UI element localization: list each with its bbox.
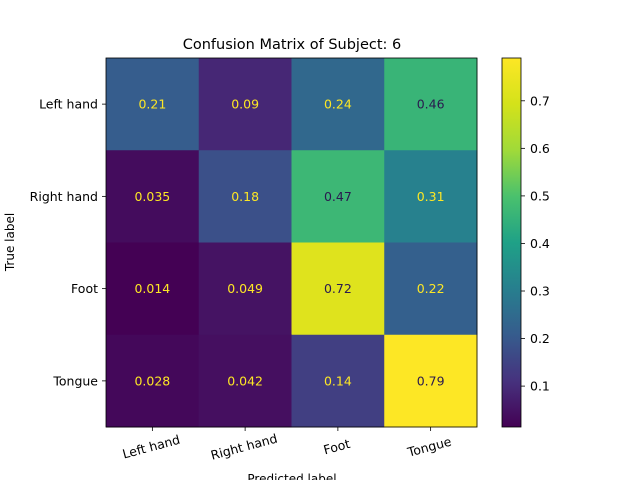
cell-value-label: 0.049 (227, 281, 263, 296)
x-tick-label: Left hand (121, 432, 182, 462)
y-axis-ticks: Left hand Right hand Foot Tongue (30, 97, 106, 388)
cell-value-label: 0.09 (231, 97, 259, 112)
heatmap-cell (291, 334, 385, 428)
colorbar (501, 57, 522, 428)
cell-value-label: 0.72 (324, 281, 352, 296)
heatmap-cell (106, 150, 200, 243)
colorbar-tick-label: 0.5 (530, 188, 550, 203)
heatmap-cells (106, 58, 478, 428)
colorbar-tick-label: 0.2 (530, 331, 550, 346)
heatmap-cell (291, 150, 385, 243)
heatmap-cell (291, 242, 385, 336)
plot-frame (105, 57, 478, 428)
cell-value-label: 0.47 (324, 189, 352, 204)
heatmap-cell (384, 242, 478, 336)
y-tick-label: Foot (71, 281, 98, 296)
cell-value-label: 0.79 (417, 373, 445, 388)
cell-value-label: 0.18 (231, 189, 259, 204)
y-tick-label: Right hand (30, 189, 98, 204)
cell-value-label: 0.24 (324, 97, 352, 112)
x-tick-label: Tongue (405, 434, 453, 460)
heatmap-cell (384, 58, 478, 151)
colorbar-tick-label: 0.1 (530, 379, 550, 394)
heatmap-cell (198, 334, 292, 428)
colorbar-tick-label: 0.4 (530, 236, 550, 251)
heatmap-cell (106, 242, 200, 336)
heatmap-cell (106, 58, 200, 151)
x-tick-label: Foot (322, 436, 352, 457)
cell-value-label: 0.22 (417, 281, 445, 296)
y-axis-label: True label (3, 213, 17, 272)
cell-value-label: 0.14 (324, 373, 352, 388)
x-tick-label: Right hand (209, 431, 279, 463)
x-axis-ticks: Left hand Right hand Foot Tongue (121, 427, 453, 463)
heatmap-cell (384, 334, 478, 428)
colorbar-ticks: 0.1 0.2 0.3 0.4 0.5 0.6 0.7 (521, 93, 550, 394)
cell-value-label: 0.028 (134, 373, 170, 388)
chart-title: Confusion Matrix of Subject: 6 (183, 37, 402, 53)
cell-value-label: 0.46 (417, 97, 445, 112)
heatmap-cell (198, 150, 292, 243)
heatmap-cell (198, 242, 292, 336)
cell-value-label: 0.014 (134, 281, 170, 296)
cell-value-label: 0.31 (417, 189, 445, 204)
colorbar-tick-label: 0.7 (530, 93, 550, 108)
colorbar-tick-label: 0.3 (530, 284, 550, 299)
heatmap-cell (198, 58, 292, 151)
heatmap-cell-labels: 0.21 0.09 0.24 0.46 0.035 0.18 0.47 0.31 0.014 0.… (134, 97, 444, 389)
colorbar-tick-label: 0.6 (530, 141, 550, 156)
x-axis-label: Predicted label (247, 472, 336, 480)
cell-value-label: 0.042 (227, 373, 263, 388)
heatmap-cell (106, 334, 200, 428)
cell-value-label: 0.035 (134, 189, 170, 204)
heatmap-cell (384, 150, 478, 243)
y-tick-label: Tongue (52, 373, 98, 388)
cell-value-label: 0.21 (138, 97, 166, 112)
heatmap-cell (291, 58, 385, 151)
y-tick-label: Left hand (39, 97, 98, 112)
